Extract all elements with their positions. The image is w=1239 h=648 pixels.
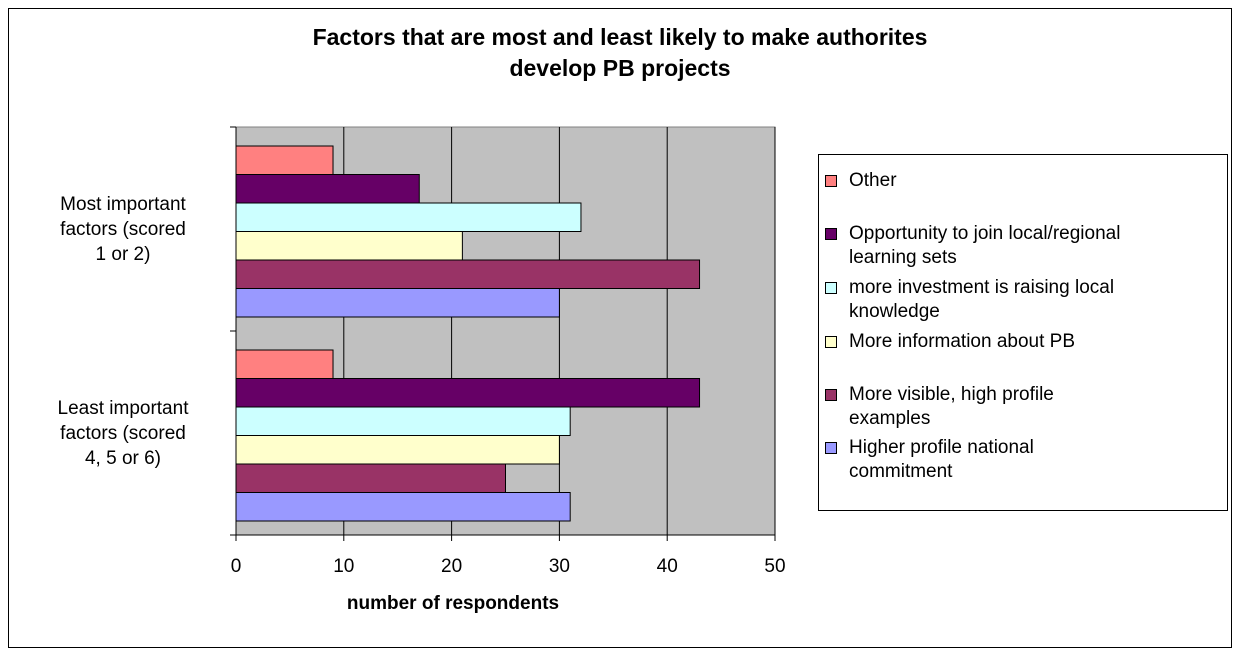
bar — [235, 231, 463, 261]
axes: Most important factors (scored 1 or 2) Leas… — [58, 126, 786, 577]
legend-item: Higher profile national commitment — [825, 436, 1225, 484]
legend: Other Opportunity to join local/regional l… — [818, 154, 1228, 511]
x-tick-label: 40 — [657, 556, 678, 577]
legend-label: commitment — [849, 461, 953, 482]
chart-title-line-1: Factors that are most and least likely t… — [312, 24, 928, 50]
legend-item: More information about PB — [825, 330, 1225, 354]
bar — [235, 145, 334, 175]
bar — [235, 288, 560, 318]
x-axis-label: number of respondents — [347, 593, 559, 614]
x-tick-label: 10 — [333, 556, 354, 577]
category-label: Most important — [60, 194, 186, 215]
x-tick-label: 20 — [441, 556, 462, 577]
chart-title-line-2: develop PB projects — [509, 55, 731, 81]
bar — [235, 349, 334, 379]
legend-label: Other — [849, 170, 897, 191]
legend-label: learning sets — [849, 247, 957, 268]
legend-item: more investment is raising local knowledg… — [825, 276, 1225, 324]
legend-swatch — [825, 175, 837, 187]
bar — [235, 202, 582, 232]
chart-title: Factors that are most and least likely t… — [8, 22, 1232, 84]
x-tick-label: 30 — [549, 556, 570, 577]
category-label: factors (scored — [60, 219, 186, 240]
legend-swatch — [825, 282, 837, 294]
bar — [235, 259, 701, 289]
legend-label: knowledge — [849, 301, 940, 322]
legend-label: More information about PB — [849, 331, 1076, 352]
bar-chart: Most important factors (scored 1 or 2) Leas… — [58, 126, 786, 614]
legend-item: More visible, high profile examples — [825, 383, 1225, 431]
legend-label: examples — [849, 408, 931, 429]
bar — [235, 174, 420, 204]
legend-swatch — [825, 442, 837, 454]
category-label: Least important — [58, 398, 190, 419]
x-tick-label: 50 — [764, 556, 785, 577]
bar — [235, 492, 571, 522]
bar — [235, 378, 701, 408]
category-label: 1 or 2) — [96, 244, 151, 265]
x-tick-label: 0 — [231, 556, 242, 577]
legend-label: More visible, high profile — [849, 384, 1054, 405]
legend-item: Opportunity to join local/regional learni… — [825, 222, 1225, 270]
legend-swatch — [825, 228, 837, 240]
category-label: factors (scored — [60, 423, 186, 444]
category-label: 4, 5 or 6) — [85, 448, 161, 469]
legend-label: Higher profile national — [849, 437, 1034, 458]
bar — [235, 406, 571, 436]
bar — [235, 435, 560, 465]
bar — [235, 463, 506, 493]
legend-item: Other — [825, 169, 1225, 193]
legend-swatch — [825, 336, 837, 348]
legend-label: Opportunity to join local/regional — [849, 223, 1121, 244]
legend-label: more investment is raising local — [849, 277, 1115, 298]
legend-swatch — [825, 389, 837, 401]
